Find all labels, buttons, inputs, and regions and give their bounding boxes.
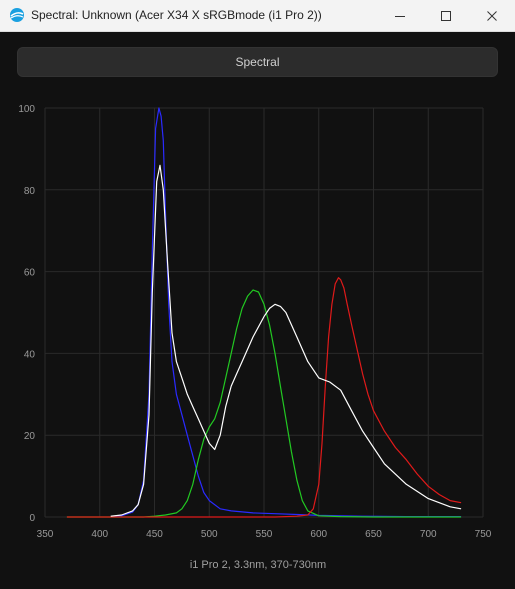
main-content: Spectral [0, 32, 515, 589]
maximize-icon [441, 10, 451, 21]
y-tick-label: 0 [29, 513, 35, 524]
spectral-button[interactable]: Spectral [17, 47, 498, 77]
series-line-green [66, 289, 462, 518]
x-tick-label: 500 [201, 529, 218, 540]
minimize-icon [395, 15, 405, 17]
title-bar: Spectral: Unknown (Acer X34 X sRGBmode (… [0, 0, 515, 32]
close-icon [487, 10, 497, 21]
y-tick-label: 100 [18, 104, 35, 115]
window-title: Spectral: Unknown (Acer X34 X sRGBmode (… [31, 8, 322, 22]
chart-grid [44, 107, 484, 518]
y-tick-label: 60 [24, 268, 36, 279]
minimize-button[interactable] [377, 0, 423, 31]
chart-caption: i1 Pro 2, 3.3nm, 370-730nm [190, 559, 326, 571]
x-tick-label: 750 [475, 529, 492, 540]
x-tick-label: 600 [310, 529, 327, 540]
chart-axes: 350 400 450 500 550 600 650 700 750 0 20 40 60 80 100 [18, 104, 491, 540]
y-tick-label: 80 [24, 186, 36, 197]
x-tick-label: 400 [91, 529, 108, 540]
series-line-white [110, 164, 462, 517]
series-line-red [66, 277, 462, 518]
x-tick-label: 450 [146, 529, 163, 540]
close-button[interactable] [469, 0, 515, 31]
x-tick-label: 700 [420, 529, 437, 540]
spectral-chart: 350 400 450 500 550 600 650 700 750020406080100 … [18, 104, 491, 571]
chart-series [66, 107, 462, 518]
argyll-icon [10, 8, 24, 22]
maximize-button[interactable] [423, 0, 469, 31]
x-tick-label: 350 [37, 529, 54, 540]
x-tick-label: 550 [256, 529, 273, 540]
y-tick-label: 40 [24, 349, 36, 360]
x-tick-label: 650 [365, 529, 382, 540]
y-tick-label: 20 [24, 431, 36, 442]
